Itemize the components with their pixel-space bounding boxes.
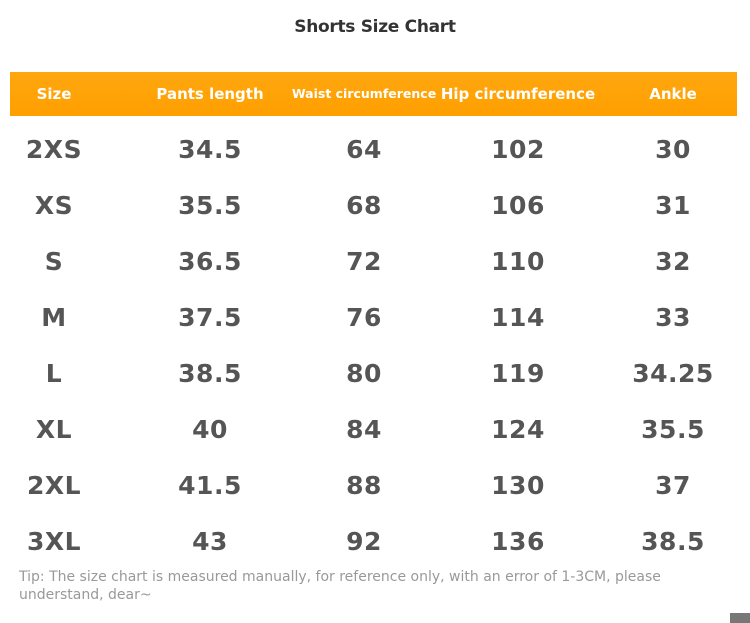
cell-value: 136	[491, 527, 545, 556]
cell-value: 35.5	[641, 415, 705, 444]
size-label: S	[44, 247, 64, 276]
column-header: Hip circumference	[440, 85, 596, 103]
size-label: M	[41, 303, 67, 332]
cell-value: 38.5	[641, 527, 705, 556]
cell-value: 76	[346, 303, 382, 332]
cell-value: 84	[346, 415, 382, 444]
cell-value: 102	[491, 135, 545, 164]
cell-value: 88	[346, 471, 382, 500]
cell-value: 130	[491, 471, 545, 500]
size-label: 2XL	[26, 471, 82, 500]
cell-value: 124	[491, 415, 545, 444]
size-label: L	[45, 359, 63, 388]
cell-value: 106	[491, 191, 545, 220]
cell-value: 37.5	[178, 303, 242, 332]
chart-title: Shorts Size Chart	[294, 17, 456, 37]
cell-value: 92	[346, 527, 382, 556]
cell-value: 38.5	[178, 359, 242, 388]
size-label: 2XS	[25, 135, 83, 164]
cell-value: 37	[655, 471, 691, 500]
column-header: Waist circumference	[291, 86, 437, 101]
header-bar	[10, 72, 737, 116]
cell-value: 40	[192, 415, 228, 444]
column-header: Size	[36, 85, 72, 103]
column-header: Ankle	[649, 85, 697, 103]
cell-value: 41.5	[178, 471, 242, 500]
cell-value: 110	[491, 247, 545, 276]
cell-value: 33	[655, 303, 691, 332]
cell-value: 30	[655, 135, 691, 164]
cell-value: 119	[491, 359, 545, 388]
cell-value: 36.5	[178, 247, 242, 276]
cell-value: 68	[346, 191, 382, 220]
cell-value: 32	[655, 247, 691, 276]
cell-value: 43	[192, 527, 228, 556]
cell-value: 72	[346, 247, 382, 276]
cell-value: 64	[346, 135, 382, 164]
corner-mark	[730, 613, 750, 623]
cell-value: 114	[491, 303, 545, 332]
cell-value: 80	[346, 359, 382, 388]
tip-note: Tip: The size chart is measured manually…	[19, 569, 661, 603]
column-header: Pants length	[156, 85, 264, 103]
cell-value: 34.5	[178, 135, 242, 164]
size-label: XS	[34, 191, 74, 220]
size-label: 3XL	[26, 527, 82, 556]
cell-value: 35.5	[178, 191, 242, 220]
cell-value: 31	[655, 191, 691, 220]
cell-value: 34.25	[632, 359, 714, 388]
size-label: XL	[35, 415, 73, 444]
